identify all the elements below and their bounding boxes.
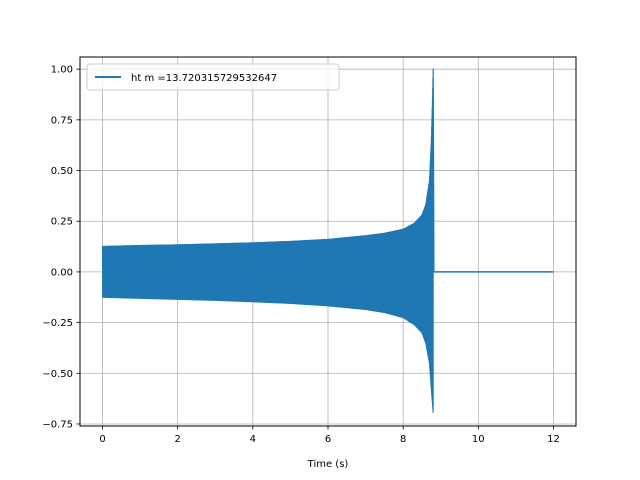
x-tick-label: 4 [250, 434, 256, 445]
x-tick-label: 12 [547, 434, 560, 445]
legend-label: ht m =13.720315729532647 [131, 73, 277, 84]
y-tick-label: −0.25 [42, 318, 73, 329]
series-ht-m [101, 68, 554, 413]
x-axis-label: Time (s) [307, 459, 349, 470]
x-tick-label: 8 [400, 434, 406, 445]
ticks: 0 2 4 6 8 10 12 −0.75 −0.50 −0.25 0.00 0.25 0.50 0.75… [42, 65, 559, 445]
y-tick-label: 0.50 [51, 166, 73, 177]
x-tick-label: 10 [472, 434, 485, 445]
legend-box [86, 63, 340, 91]
y-tick-label: −0.75 [42, 419, 73, 430]
series-line-waveform [101, 68, 435, 413]
y-tick-label: 1.00 [51, 65, 73, 76]
x-tick-label: 6 [325, 434, 331, 445]
x-tick-label: 0 [99, 434, 105, 445]
y-tick-label: −0.50 [42, 369, 73, 380]
y-tick-label: 0.25 [51, 217, 73, 228]
y-tick-label: 0.75 [51, 115, 73, 126]
x-tick-label: 2 [175, 434, 181, 445]
y-tick-label: 0.00 [51, 267, 73, 278]
legend: ht m =13.720315729532647 [86, 63, 340, 91]
